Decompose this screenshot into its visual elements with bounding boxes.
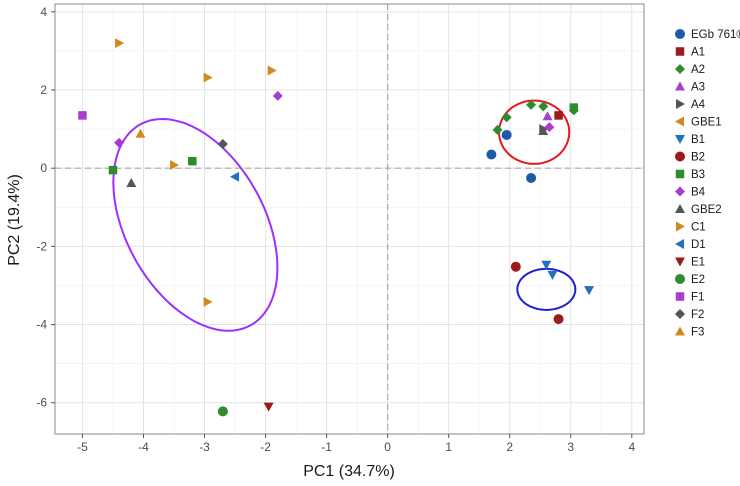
point-a2: [538, 101, 549, 112]
point-f3: [135, 128, 146, 138]
point-e1: [263, 402, 274, 412]
x-tick-label: 0: [384, 440, 391, 454]
point-b2: [553, 314, 564, 325]
x-tick-label: 3: [567, 440, 574, 454]
point-a3: [542, 111, 553, 121]
legend-label-d1: D1: [691, 239, 706, 251]
x-tick-label: 4: [628, 440, 635, 454]
point-egb-761: [501, 129, 512, 140]
point-gbe2: [126, 178, 137, 188]
legend-key-d1: [675, 239, 684, 249]
point-c1: [115, 38, 125, 49]
legend-key-b3: [675, 169, 685, 179]
x-tick-label: -2: [260, 440, 271, 454]
legend-key-f2: [675, 309, 685, 319]
legend: EGb 761® A1 A2 A3 A4 GBE1 B1 B2 B3 B4 GBE2 C1 D1 E1 E2…: [675, 29, 740, 339]
point-gbe2: [538, 126, 549, 136]
point-b1: [547, 270, 558, 280]
point-b3: [569, 103, 579, 112]
legend-label-egb-761: EGb 761®: [691, 29, 740, 41]
y-tick-label: 2: [40, 83, 47, 97]
point-b2: [510, 261, 521, 272]
y-tick-label: 4: [40, 5, 47, 19]
legend-label-gbe2: GBE2: [691, 204, 722, 216]
legend-key-a4: [676, 99, 685, 109]
x-tick-label: 2: [506, 440, 513, 454]
axes: -5 -4 -3 -2 -1 0 1 2 3 4 -6 -4 -2 0 2 4: [36, 3, 645, 454]
legend-label-b1: B1: [691, 134, 705, 146]
x-tick-label: -4: [138, 440, 149, 454]
point-b3: [188, 156, 197, 166]
legend-key-a3: [675, 81, 685, 91]
y-axis-title: PC2 (19.4%): [6, 174, 23, 266]
reference-lines: [55, 4, 644, 434]
legend-key-f1: [675, 292, 685, 301]
point-f1: [78, 111, 87, 120]
point-b4: [272, 90, 283, 101]
point-c1: [170, 160, 180, 171]
legend-label-a4: A4: [691, 99, 706, 111]
point-b1: [541, 260, 552, 270]
legend-key-b1: [675, 135, 685, 144]
legend-label-b4: B4: [691, 187, 706, 199]
point-e2: [217, 406, 228, 417]
point-d1: [230, 171, 240, 182]
legend-key-a1: [675, 47, 685, 56]
y-tick-label: -6: [36, 396, 47, 410]
legend-key-a2: [675, 64, 685, 74]
point-egb-761: [486, 149, 497, 160]
legend-label-a1: A1: [691, 47, 705, 59]
purple-cluster-ellipse: [112, 117, 279, 332]
point-a2: [526, 99, 537, 110]
legend-key-e1: [675, 257, 685, 267]
point-b4: [114, 137, 125, 148]
point-c1: [267, 65, 277, 76]
point-f2: [217, 138, 228, 149]
legend-label-f1: F1: [691, 292, 704, 304]
y-tick-label: -2: [36, 239, 47, 253]
point-a2: [501, 112, 512, 123]
point-a1: [554, 111, 563, 120]
data-points: [78, 38, 595, 417]
blue-cluster-ellipse: [516, 267, 577, 311]
legend-label-a2: A2: [691, 64, 705, 76]
legend-key-b2: [675, 151, 685, 162]
x-tick-label: -3: [199, 440, 210, 454]
legend-label-f2: F2: [691, 309, 704, 321]
legend-label-gbe1: GBE1: [691, 117, 722, 129]
legend-key-egb-761: [675, 29, 685, 39]
point-a2: [492, 124, 503, 135]
legend-key-e2: [675, 274, 685, 284]
legend-label-b3: B3: [691, 169, 705, 181]
legend-label-f3: F3: [691, 327, 704, 339]
point-c1: [203, 296, 213, 307]
point-b3: [108, 165, 118, 175]
x-axis-title: PC1 (34.7%): [303, 463, 395, 480]
legend-label-b2: B2: [691, 152, 705, 164]
point-c1: [203, 72, 213, 83]
legend-key-gbe1: [675, 116, 684, 127]
legend-label-e1: E1: [691, 257, 705, 269]
legend-key-c1: [676, 221, 685, 232]
y-tick-label: 0: [40, 161, 47, 175]
legend-label-c1: C1: [691, 222, 706, 234]
point-b4: [544, 122, 555, 133]
panel-border: [54, 3, 645, 435]
legend-label-e2: E2: [691, 274, 705, 286]
x-tick-label: -5: [77, 440, 88, 454]
legend-key-f3: [675, 326, 685, 336]
legend-label-a3: A3: [691, 82, 705, 94]
x-tick-label: -1: [321, 440, 332, 454]
point-b1: [584, 286, 595, 296]
legend-key-b4: [675, 186, 685, 197]
grid-lines: [55, 4, 644, 434]
y-tick-label: -4: [36, 318, 47, 332]
legend-key-gbe2: [675, 204, 685, 213]
point-egb-761: [526, 172, 537, 183]
x-tick-label: 1: [445, 440, 452, 454]
